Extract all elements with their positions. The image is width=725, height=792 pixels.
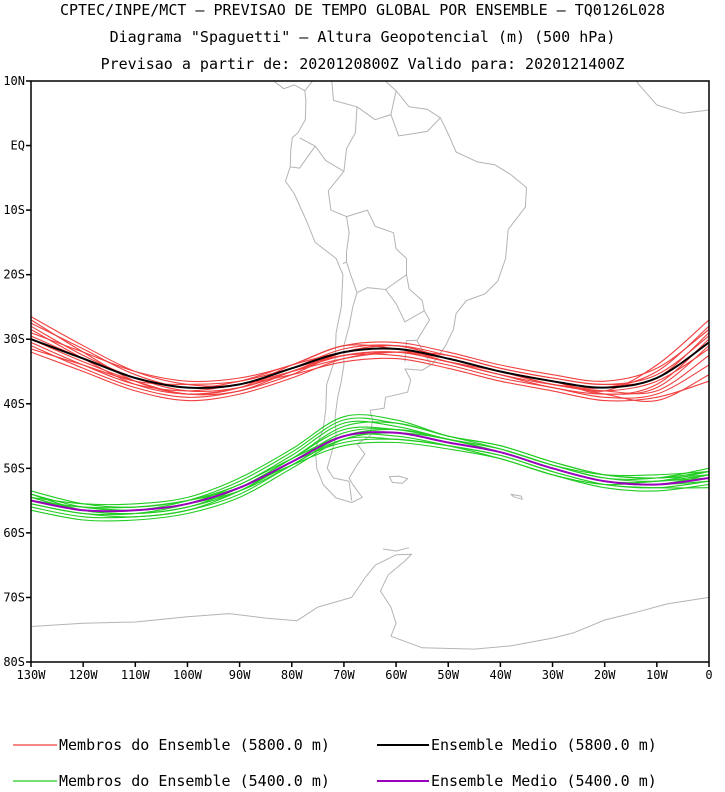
member-5400-line-7 bbox=[31, 441, 709, 509]
central-america-outline bbox=[272, 81, 306, 92]
member-5800-line-10 bbox=[31, 319, 709, 395]
y-tick-label: 20S bbox=[3, 268, 25, 282]
member-5400-line-9 bbox=[31, 428, 709, 515]
legend: Membros do Ensemble (5800.0 m) Ensemble M… bbox=[13, 736, 657, 790]
x-tick-label: 40W bbox=[490, 668, 512, 682]
falkland-islands bbox=[388, 475, 409, 484]
x-tick-label: 80W bbox=[281, 668, 303, 682]
border-guianas bbox=[390, 114, 441, 137]
x-tick-label: 90W bbox=[229, 668, 251, 682]
chart-date-line: Previsao a partir de: 2020120800Z Valido… bbox=[100, 55, 625, 73]
x-tick-label: 130W bbox=[17, 668, 47, 682]
member-5800-line-12 bbox=[31, 329, 709, 395]
chart-subtitle: Diagrama "Spaguetti" — Altura Geopotenci… bbox=[109, 28, 616, 46]
caribbean-islands bbox=[266, 0, 349, 26]
x-tick-label: 60W bbox=[385, 668, 407, 682]
member-5800-line-2 bbox=[31, 322, 709, 389]
x-tick-label: 0 bbox=[705, 668, 712, 682]
member-5800-line-11 bbox=[31, 341, 709, 402]
member-5400-line-10 bbox=[31, 433, 709, 516]
y-tick-label: 30S bbox=[3, 332, 25, 346]
y-tick-label: 40S bbox=[3, 397, 25, 411]
legend-label: Membros do Ensemble (5400.0 m) bbox=[59, 772, 330, 790]
member-5400-line-12 bbox=[31, 421, 709, 515]
legend-label: Ensemble Medio (5400.0 m) bbox=[431, 772, 657, 790]
chart-title: CPTEC/INPE/MCT — PREVISAO DE TEMPO GLOBA… bbox=[59, 1, 666, 19]
coastline-map bbox=[31, 0, 709, 650]
mean-5400-line bbox=[31, 431, 709, 513]
plot-frame bbox=[30, 80, 710, 663]
x-tick-label: 30W bbox=[542, 668, 564, 682]
y-tick-label: EQ bbox=[11, 139, 25, 153]
x-tick-label: 10W bbox=[646, 668, 668, 682]
x-tick-label: 70W bbox=[333, 668, 355, 682]
border-bolivia bbox=[346, 209, 407, 294]
africa-coast bbox=[620, 81, 709, 114]
legend-label: Ensemble Medio (5800.0 m) bbox=[431, 736, 657, 754]
x-tick-label: 20W bbox=[594, 668, 616, 682]
south-shetland-islands bbox=[382, 547, 410, 552]
contour-lines bbox=[31, 316, 709, 522]
border-venezuela bbox=[356, 90, 397, 121]
x-tick-label: 120W bbox=[69, 668, 99, 682]
south-georgia bbox=[510, 493, 523, 500]
y-axis: 10N EQ 10S 20S 30S 40S 50S 60S 70S 80S bbox=[3, 74, 31, 669]
border-colombia bbox=[299, 81, 358, 172]
border-chile-argentina bbox=[326, 292, 358, 501]
border-paraguay bbox=[385, 274, 425, 323]
y-tick-label: 60S bbox=[3, 526, 25, 540]
y-tick-label: 70S bbox=[3, 590, 25, 604]
member-5800-line-8 bbox=[31, 351, 709, 402]
y-tick-label: 80S bbox=[3, 655, 25, 669]
x-tick-label: 110W bbox=[121, 668, 151, 682]
member-5400-line-6 bbox=[31, 414, 709, 506]
x-tick-label: 100W bbox=[173, 668, 203, 682]
x-axis: 130W 120W 110W 100W 90W 80W 70W 60W 50W 40W 30W 20W… bbox=[17, 662, 713, 682]
mean-5800-line bbox=[31, 338, 709, 390]
y-tick-label: 10N bbox=[3, 74, 25, 88]
member-5400-line-4 bbox=[31, 436, 709, 518]
member-5400-line-11 bbox=[31, 428, 709, 511]
border-ecuador-peru bbox=[290, 145, 316, 169]
antarctic-peninsula bbox=[31, 553, 709, 650]
y-tick-label: 10S bbox=[3, 203, 25, 217]
legend-label: Membros do Ensemble (5800.0 m) bbox=[59, 736, 330, 754]
x-tick-label: 50W bbox=[437, 668, 459, 682]
y-tick-label: 50S bbox=[3, 461, 25, 475]
border-peru-brazil bbox=[327, 171, 350, 265]
border-argentina-brazil bbox=[416, 310, 430, 341]
